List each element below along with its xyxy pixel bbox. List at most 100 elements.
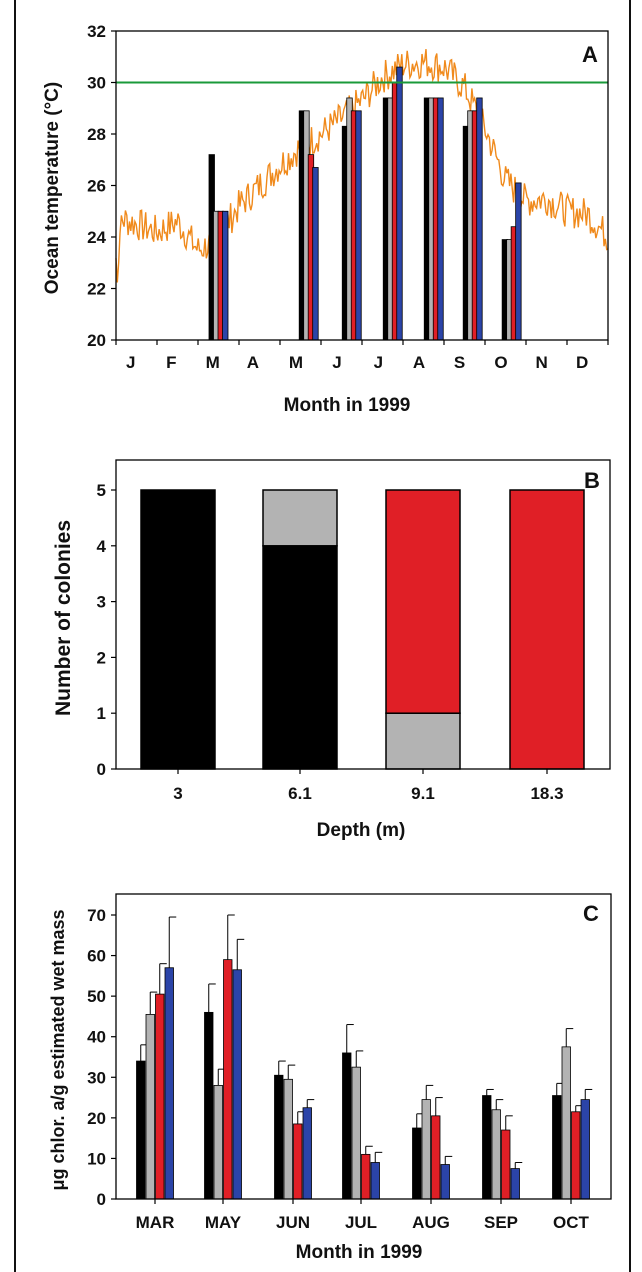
- y-tick-label: 60: [87, 947, 106, 966]
- chlorophyll-bar: [302, 1107, 312, 1200]
- y-axis-title: μg chlor. a/g estimated wet mass: [48, 909, 68, 1190]
- x-tick-label: J: [374, 353, 383, 372]
- x-tick-label: AUG: [412, 1213, 450, 1232]
- chlorophyll-bar: [232, 969, 242, 1200]
- frame-left-border: [14, 0, 16, 1272]
- panel-b-plot-frame: [115, 459, 611, 770]
- x-tick-label: O: [494, 353, 507, 372]
- chlorophyll-bar: [164, 967, 174, 1200]
- chlorophyll-bar: [274, 1074, 284, 1200]
- x-tick-label: S: [454, 353, 465, 372]
- chlorophyll-bar: [283, 1078, 293, 1200]
- temperature-trace: [115, 49, 609, 283]
- y-tick-label: 40: [87, 1028, 106, 1047]
- temp-bar: [437, 97, 444, 341]
- x-tick-label: J: [332, 353, 341, 372]
- chlorophyll-bar: [155, 993, 165, 1200]
- chlorophyll-bar: [361, 1153, 371, 1200]
- y-tick-label: 5: [97, 481, 106, 500]
- panel-letter: C: [583, 901, 599, 926]
- temp-bar: [515, 182, 522, 341]
- temp-bar: [396, 66, 403, 341]
- y-tick-label: 22: [87, 280, 106, 299]
- colony-stack-segment: [385, 489, 461, 714]
- y-tick-label: 10: [87, 1149, 106, 1168]
- x-tick-label: MAR: [136, 1213, 175, 1232]
- x-tick-label: OCT: [553, 1213, 590, 1232]
- colony-stack-segment: [140, 489, 216, 770]
- x-tick-label: MAY: [205, 1213, 242, 1232]
- x-tick-label: F: [166, 353, 176, 372]
- x-axis-title: Month in 1999: [296, 1242, 423, 1263]
- y-axis-title: Number of colonies: [52, 520, 75, 716]
- y-tick-label: 4: [97, 537, 107, 556]
- y-tick-label: 32: [87, 22, 106, 41]
- chlorophyll-bar: [552, 1095, 562, 1200]
- x-tick-label: A: [247, 353, 259, 372]
- chlorophyll-bar: [510, 1168, 520, 1200]
- x-tick-label: 18.3: [530, 784, 563, 803]
- x-tick-label: D: [576, 353, 588, 372]
- panel-letter: B: [584, 468, 600, 493]
- frame-right-border: [629, 0, 631, 1272]
- x-tick-label: 6.1: [288, 784, 312, 803]
- x-tick-label: 3: [173, 784, 182, 803]
- chlorophyll-bar: [580, 1099, 590, 1200]
- y-tick-label: 50: [87, 987, 106, 1006]
- y-tick-label: 2: [97, 648, 106, 667]
- chlorophyll-bar: [351, 1066, 361, 1200]
- chlorophyll-bar: [412, 1127, 422, 1200]
- chlorophyll-bar: [136, 1060, 146, 1200]
- y-tick-label: 26: [87, 177, 106, 196]
- y-tick-label: 30: [87, 74, 106, 93]
- x-tick-label: JUN: [276, 1213, 310, 1232]
- chlorophyll-bar: [370, 1162, 380, 1200]
- chlorophyll-bar: [571, 1111, 581, 1200]
- x-tick-label: J: [126, 353, 135, 372]
- y-tick-label: 0: [97, 1190, 106, 1209]
- temp-bar: [222, 210, 229, 341]
- y-tick-label: 20: [87, 1109, 106, 1128]
- chlorophyll-bar: [204, 1011, 214, 1200]
- chlorophyll-bar: [491, 1109, 501, 1200]
- temp-bar: [355, 110, 362, 341]
- y-tick-label: 0: [97, 760, 106, 779]
- x-tick-label: JUL: [345, 1213, 377, 1232]
- chlorophyll-bar: [501, 1129, 511, 1200]
- chlorophyll-bar: [293, 1123, 303, 1200]
- x-axis-title: Depth (m): [317, 820, 406, 841]
- y-tick-label: 70: [87, 906, 106, 925]
- chlorophyll-bar: [145, 1014, 155, 1200]
- chlorophyll-bar: [440, 1164, 450, 1200]
- panel-c-plot-frame: [115, 893, 612, 1200]
- colony-stack-segment: [509, 489, 585, 770]
- chlorophyll-bar: [561, 1046, 571, 1200]
- temp-bar: [312, 167, 319, 341]
- chlorophyll-bar: [342, 1052, 352, 1200]
- x-tick-label: 9.1: [411, 784, 435, 803]
- chlorophyll-bar: [421, 1099, 431, 1200]
- panel-a-plot-frame: [115, 30, 609, 341]
- x-tick-label: SEP: [484, 1213, 518, 1232]
- colony-stack-segment: [262, 545, 338, 770]
- x-axis-title: Month in 1999: [284, 395, 411, 416]
- chlorophyll-bar: [223, 959, 233, 1200]
- x-tick-label: A: [413, 353, 425, 372]
- panel-letter: A: [582, 42, 598, 67]
- chlorophyll-bar: [482, 1095, 492, 1200]
- y-tick-label: 28: [87, 125, 106, 144]
- x-tick-label: M: [206, 353, 220, 372]
- chlorophyll-bar: [431, 1115, 441, 1200]
- y-tick-label: 20: [87, 331, 106, 350]
- colony-stack-segment: [262, 489, 338, 547]
- y-tick-label: 24: [87, 228, 106, 247]
- y-axis-title: Ocean temperature (°C): [42, 82, 63, 294]
- y-tick-label: 3: [97, 593, 106, 612]
- colony-stack-segment: [385, 712, 461, 770]
- y-tick-label: 30: [87, 1068, 106, 1087]
- chlorophyll-bar: [213, 1085, 223, 1200]
- y-tick-label: 1: [97, 704, 106, 723]
- x-tick-label: M: [289, 353, 303, 372]
